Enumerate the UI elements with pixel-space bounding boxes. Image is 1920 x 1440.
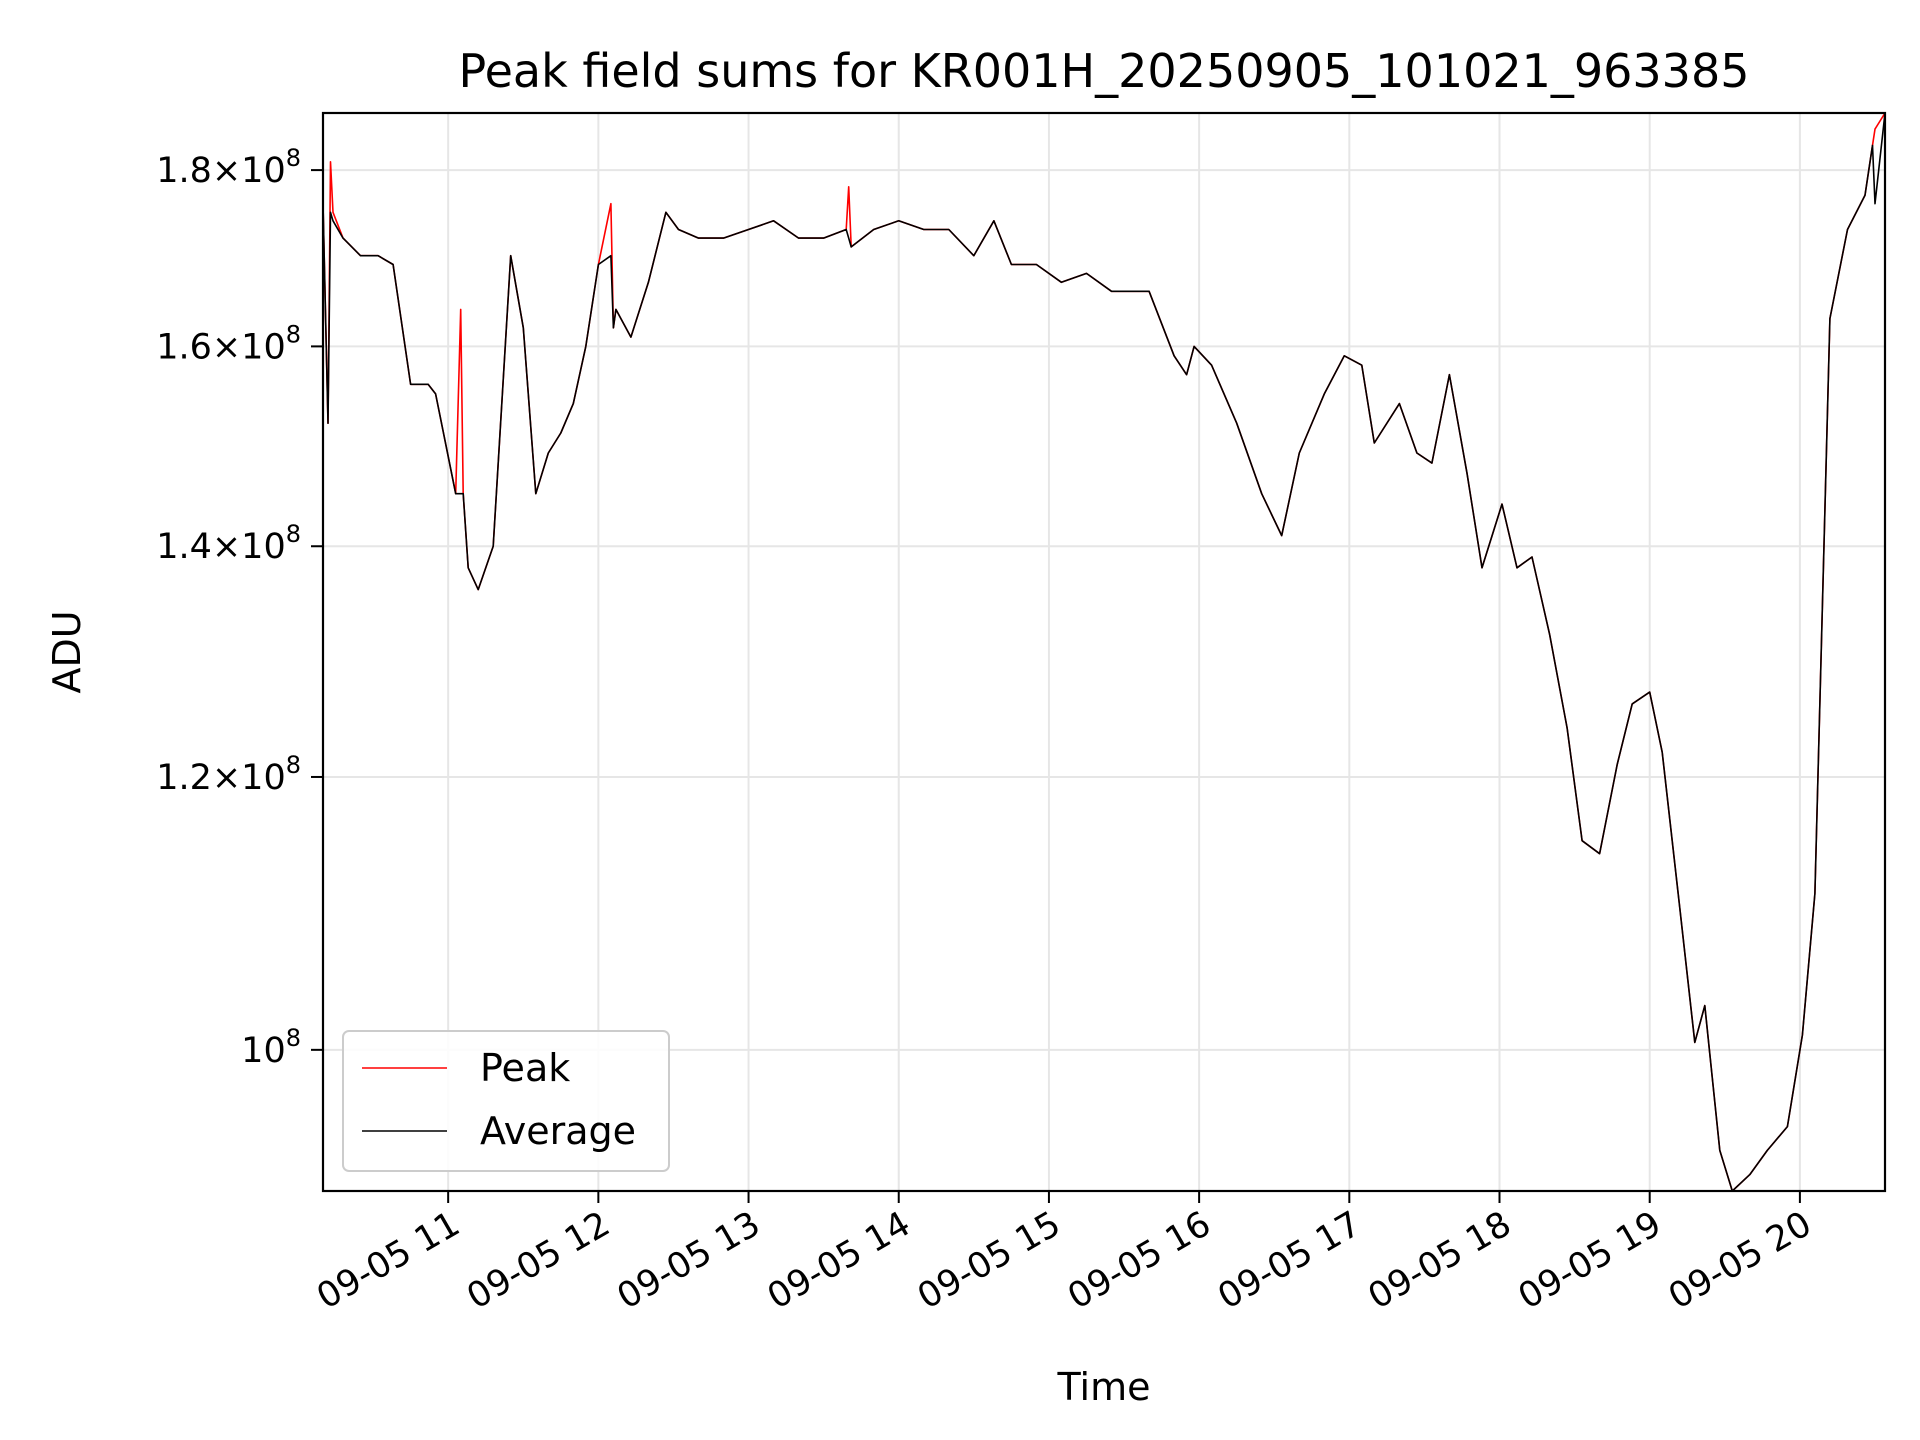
y-tick-exponent: 8 — [286, 320, 301, 348]
series-line-average — [322, 112, 1886, 1192]
y-tick-mantissa: 1.4×10 — [156, 527, 286, 567]
plot-frame — [321, 111, 1887, 1193]
chart-title: Peak field sums for KR001H_20250905_1010… — [459, 44, 1750, 98]
y-tick-label: 1.2×108 — [156, 751, 301, 798]
y-tick-mantissa: 1.2×10 — [156, 758, 286, 798]
y-tick-mantissa: 1.6×10 — [156, 327, 286, 367]
y-tick-exponent: 8 — [286, 520, 301, 548]
y-tick-label: 108 — [241, 1024, 301, 1071]
grid — [323, 113, 1885, 1191]
legend-box — [342, 1030, 670, 1172]
y-tick-exponent: 8 — [286, 1024, 301, 1052]
y-tick-mantissa: 1.8×10 — [156, 151, 286, 191]
y-tick-label: 1.6×108 — [156, 320, 301, 367]
y-tick-label: 1.8×108 — [156, 144, 301, 191]
y-axis-label: ADU — [45, 610, 89, 693]
legend-label-average: Average — [480, 1109, 636, 1153]
series-layer — [322, 112, 1886, 1192]
x-axis-label: Time — [1057, 1365, 1151, 1409]
y-tick-mantissa: 10 — [241, 1031, 286, 1071]
y-tick-label: 1.4×108 — [156, 520, 301, 567]
y-tick-exponent: 8 — [286, 144, 301, 172]
legend: Peak Average — [342, 1030, 670, 1172]
y-tick-exponent: 8 — [286, 751, 301, 779]
legend-label-peak: Peak — [480, 1046, 570, 1090]
